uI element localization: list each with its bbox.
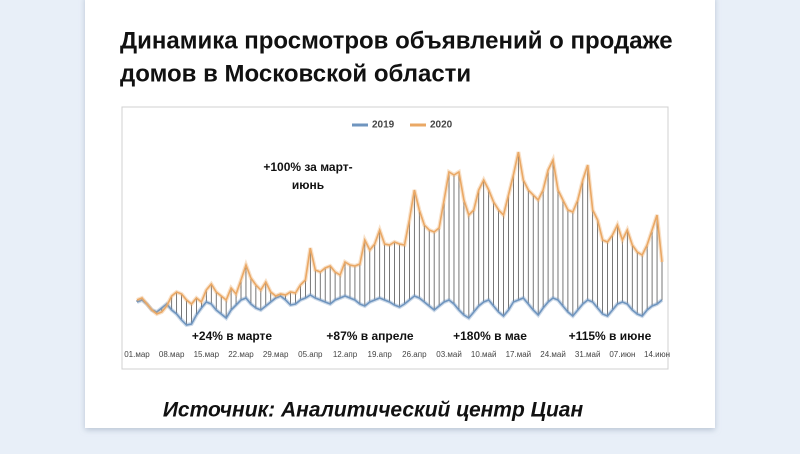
annotation: +24% в марте xyxy=(192,329,273,343)
x-tick-label: 31.май xyxy=(575,350,601,359)
chart-title: домов в Московской области xyxy=(120,60,471,87)
x-tick-label: 08.мар xyxy=(159,350,185,359)
plot-frame xyxy=(121,106,669,370)
annotation: +100% за март- xyxy=(263,160,352,174)
x-tick-label: 12.апр xyxy=(333,350,358,359)
x-tick-label: 03.май xyxy=(436,350,462,359)
annotation: +180% в мае xyxy=(453,329,527,343)
x-tick-label: 29.мар xyxy=(263,350,289,359)
x-tick-label: 22.мар xyxy=(228,350,254,359)
source: Источник: Аналитический центр Циан xyxy=(163,399,584,422)
legend-label: 2020 xyxy=(430,120,453,131)
x-tick-label: 05.апр xyxy=(298,350,323,359)
legend-label: 2019 xyxy=(372,120,395,131)
x-tick-label: 14.июн xyxy=(644,350,670,359)
x-tick-label: 19.апр xyxy=(368,350,393,359)
x-tick-label: 24.май xyxy=(540,350,566,359)
x-tick-label: 07.июн xyxy=(609,350,635,359)
series-line xyxy=(136,151,663,315)
series-line xyxy=(136,294,663,326)
x-tick-label: 01.мар xyxy=(124,350,150,359)
x-tick-label: 10.май xyxy=(471,350,497,359)
x-tick-label: 17.май xyxy=(506,350,532,359)
x-tick-label: 15.мар xyxy=(194,350,220,359)
chart-title: Динамика просмотров объявлений о продаже xyxy=(120,27,673,54)
annotation: +87% в апреле xyxy=(326,329,413,343)
x-tick-label: 26.апр xyxy=(402,350,427,359)
annotation: +115% в июне xyxy=(569,329,652,343)
annotation: июнь xyxy=(292,178,324,192)
